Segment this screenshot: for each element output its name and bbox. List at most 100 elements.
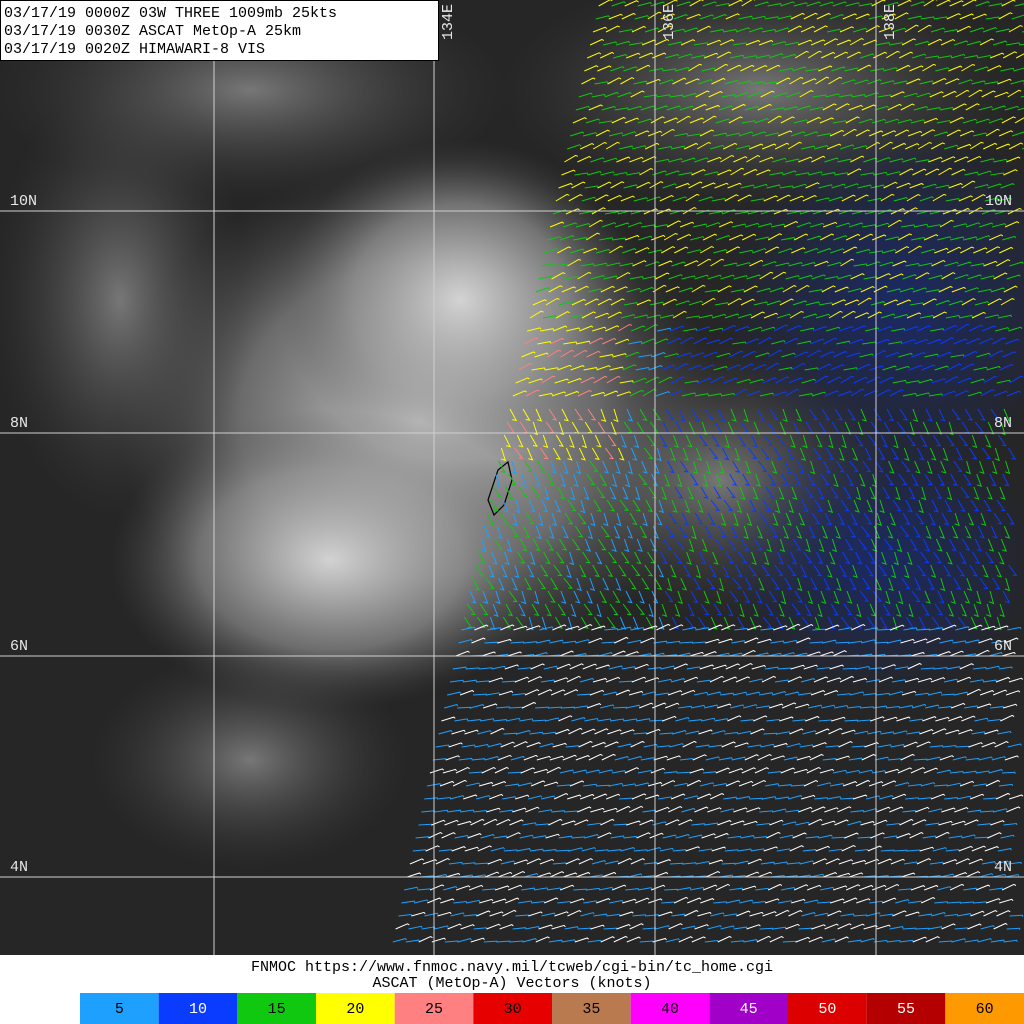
wind-barb (657, 564, 665, 578)
wind-barb (652, 702, 667, 709)
wind-barb (857, 184, 872, 189)
wind-barb (981, 741, 996, 748)
wind-barb (704, 525, 713, 539)
wind-barb (889, 273, 904, 280)
wind-barb (514, 499, 521, 514)
wind-barb (977, 170, 992, 176)
wind-barb (814, 375, 829, 384)
wind-barb (771, 577, 780, 590)
wind-barb (762, 796, 777, 800)
wind-barb (1007, 447, 1017, 460)
wind-barb (822, 872, 838, 878)
wind-barb (957, 377, 972, 384)
wind-barb (817, 363, 832, 371)
wind-barb (716, 473, 722, 488)
wind-barb (988, 590, 995, 605)
wind-barb (530, 551, 536, 566)
wind-barb (761, 675, 776, 683)
wind-barb (646, 196, 661, 202)
wind-barb (964, 287, 979, 293)
wind-barb (926, 756, 941, 761)
wind-barb (507, 651, 522, 657)
wind-barb (658, 796, 673, 800)
wind-barb (549, 221, 565, 228)
wind-barb (755, 590, 763, 604)
wind-barb (727, 298, 742, 306)
wind-barb (912, 408, 919, 422)
wind-barb (470, 937, 485, 943)
wind-barb (747, 744, 762, 748)
wind-barb (852, 564, 858, 578)
wind-barb (620, 729, 635, 735)
wind-barb (744, 637, 759, 644)
wind-barb (856, 603, 862, 618)
wind-barb (768, 473, 776, 487)
wind-barb (704, 408, 715, 420)
wind-barb (797, 39, 813, 46)
wind-barb (655, 806, 670, 813)
wind-barb (930, 564, 937, 578)
wind-barb (660, 665, 675, 670)
wind-barb (864, 92, 879, 98)
wind-barb (685, 434, 693, 448)
wind-barb (945, 314, 961, 319)
wind-barb (717, 703, 732, 709)
wind-barb (543, 781, 559, 787)
wind-barb (922, 835, 937, 839)
wind-barb (968, 89, 983, 98)
wind-barb (666, 105, 681, 111)
wind-barb (917, 677, 933, 683)
wind-barb (554, 378, 569, 384)
wind-barb (678, 408, 686, 422)
wind-barb (741, 650, 756, 657)
wind-barb (981, 447, 992, 460)
wind-barb (769, 287, 784, 293)
wind-barb (465, 782, 481, 787)
wind-barb (747, 858, 762, 865)
wind-barb (992, 873, 1007, 878)
wind-barb (795, 821, 810, 826)
cloud (90, 650, 410, 870)
wind-barb (597, 538, 607, 551)
wind-barb (791, 486, 798, 500)
wind-barb (867, 311, 882, 319)
wind-barb (895, 365, 910, 371)
wind-barb (689, 0, 704, 7)
wind-barb (978, 873, 994, 878)
wind-barb (584, 298, 599, 306)
wind-barb (639, 819, 654, 826)
wind-barb (492, 898, 507, 904)
wind-barb (629, 42, 644, 46)
wind-barb (976, 235, 991, 241)
wind-barb (593, 262, 608, 267)
wind-barb (965, 103, 980, 111)
wind-barb (608, 551, 618, 564)
wind-barb (635, 897, 650, 904)
wind-barb (632, 145, 647, 150)
wind-barb (647, 781, 663, 787)
wind-barb (867, 730, 882, 735)
wind-barb (480, 834, 495, 839)
wind-barb (612, 237, 627, 241)
wind-barb (725, 780, 741, 787)
wind-barb (844, 67, 859, 72)
wind-barb (807, 884, 822, 891)
wind-barb (722, 564, 730, 578)
wind-barb (835, 103, 850, 111)
wind-barb (850, 923, 865, 930)
wind-barb (907, 130, 923, 137)
wind-barb (820, 886, 835, 891)
wind-barb (652, 284, 667, 293)
wind-barb (869, 250, 884, 254)
wind-barb (839, 564, 848, 577)
wind-barb (856, 248, 871, 254)
wind-barb (611, 770, 626, 774)
wind-barb (512, 807, 527, 813)
wind-barb (767, 3, 782, 7)
wind-barb (597, 718, 612, 722)
wind-barb (447, 809, 462, 813)
wind-barb (543, 551, 551, 565)
wind-barb (645, 794, 660, 800)
wind-barb (1003, 525, 1011, 539)
wind-barb (575, 105, 590, 111)
